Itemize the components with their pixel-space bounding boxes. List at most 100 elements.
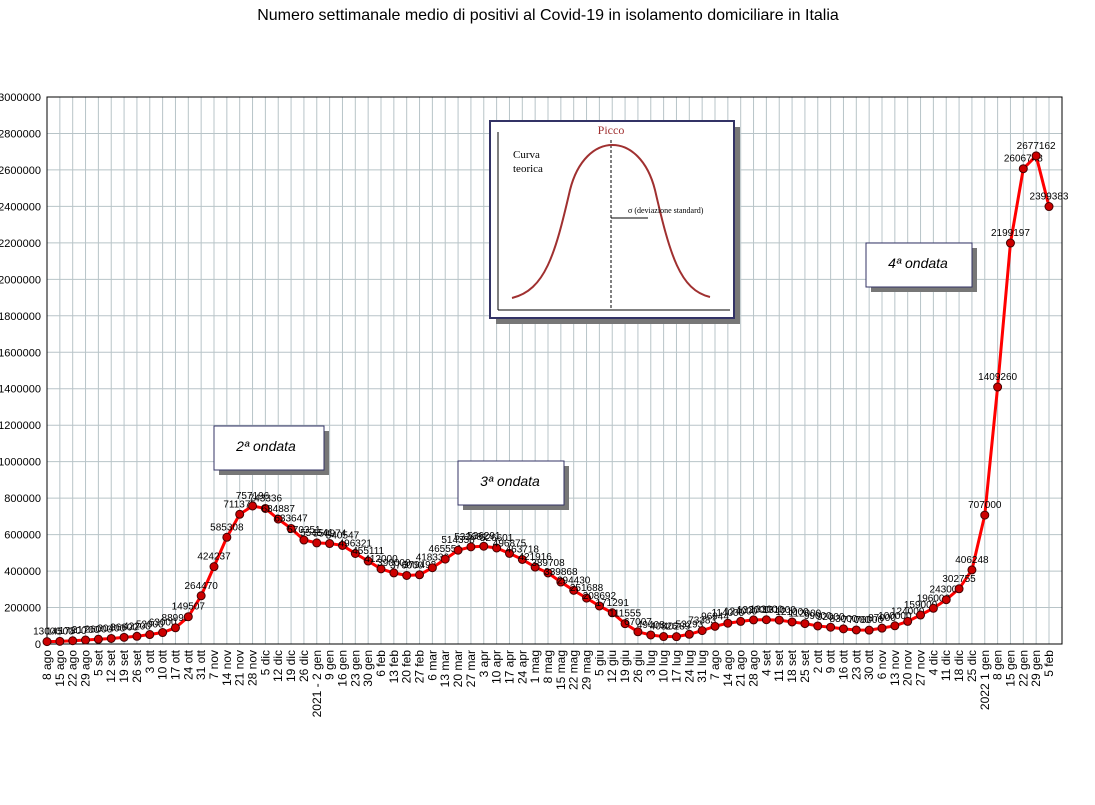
x-tick-label: 16 ott xyxy=(836,649,850,680)
annotation-text: 4ª ondata xyxy=(888,255,948,271)
data-label: 83000 xyxy=(830,614,858,625)
data-label: 554541 xyxy=(300,528,334,539)
marker xyxy=(890,621,900,631)
x-tick-label: 23 gen xyxy=(348,650,362,687)
data-label: 532681 xyxy=(454,532,488,543)
x-tick-label: 18 set xyxy=(785,649,799,682)
x-tick-label: 21 nov xyxy=(233,650,247,686)
x-tick-label: 8 mag xyxy=(541,650,555,683)
x-tick-label: 23 ott xyxy=(849,649,863,680)
data-label: 570351 xyxy=(287,525,321,536)
x-tick-label: 12 set xyxy=(104,649,118,682)
y-tick-label: 2800000 xyxy=(0,128,41,140)
x-tick-label: 8 ago xyxy=(40,650,54,680)
marker xyxy=(916,610,926,620)
marker xyxy=(299,535,309,545)
data-label: 171291 xyxy=(596,598,630,609)
data-label: 421916 xyxy=(518,552,552,563)
x-tick-label: 22 mag xyxy=(567,650,581,690)
data-label: 389708 xyxy=(531,558,565,569)
marker xyxy=(607,608,617,618)
data-label: 88995 xyxy=(162,613,190,624)
marker xyxy=(325,539,335,549)
marker xyxy=(209,562,219,572)
marker xyxy=(1018,164,1028,174)
data-label: 2199197 xyxy=(991,228,1030,239)
x-tick-label: 12 dic xyxy=(271,650,285,682)
x-tick-label: 11 set xyxy=(772,649,786,681)
inset-box xyxy=(489,120,735,319)
x-tick-label: 29 ago xyxy=(79,650,93,687)
data-label: 339868 xyxy=(544,567,578,578)
data-label: 132000 xyxy=(737,605,771,616)
x-tick-label: 10 ott xyxy=(156,649,170,680)
data-label: 111555 xyxy=(609,609,641,620)
marker xyxy=(684,629,694,639)
data-label: 92000 xyxy=(817,612,845,623)
x-tick-label: 13 feb xyxy=(387,650,401,684)
x-tick-label: 15 ago xyxy=(53,650,67,687)
data-label: 30400 xyxy=(97,623,125,634)
data-label: 418336 xyxy=(416,553,450,564)
marker xyxy=(569,585,579,595)
data-label: 585308 xyxy=(210,522,244,533)
marker xyxy=(260,503,270,513)
data-label: 1409260 xyxy=(978,372,1017,383)
y-tick-label: 2600000 xyxy=(0,165,41,177)
data-label: 455111 xyxy=(352,546,384,557)
data-label: 2606748 xyxy=(1004,154,1043,165)
data-label: 77000 xyxy=(842,615,870,626)
data-label: 96944 xyxy=(701,611,729,622)
y-tick-label: 2200000 xyxy=(0,238,41,250)
marker xyxy=(517,554,527,564)
x-tick-label: 27 nov xyxy=(914,650,928,686)
data-label: 2677162 xyxy=(1017,141,1056,152)
data-label: 131000 xyxy=(763,605,797,616)
x-tick-label: 9 gen xyxy=(323,650,337,680)
x-tick-label: 20 feb xyxy=(400,650,414,684)
series: 1300014500178002170026000304003660042200… xyxy=(33,141,1069,647)
x-tick-label: 7 nov xyxy=(207,650,221,679)
marker xyxy=(273,514,283,524)
data-label: 302755 xyxy=(942,574,976,585)
data-label: 707000 xyxy=(968,500,1002,511)
marker xyxy=(851,625,861,635)
marker xyxy=(106,633,116,643)
marker xyxy=(800,619,810,629)
data-label: 49408 xyxy=(637,620,665,631)
x-tick-label: 8 gen xyxy=(991,650,1005,680)
y-tick-label: 400000 xyxy=(4,566,41,578)
marker xyxy=(286,523,296,533)
x-tick-label: 3 lug xyxy=(644,650,658,676)
data-label: 390000 xyxy=(377,558,411,569)
marker xyxy=(158,628,168,638)
data-label: 463718 xyxy=(506,544,540,555)
x-tick-label: 13 mar xyxy=(438,650,452,687)
data-label: 412000 xyxy=(364,554,398,565)
data-label: 196000 xyxy=(917,593,951,604)
y-tick-label: 600000 xyxy=(4,530,41,542)
x-tick-label: 22 ago xyxy=(66,650,80,687)
x-tick-label: 2022 1 gen xyxy=(978,650,992,710)
x-tick-label: 20 nov xyxy=(901,650,915,686)
y-tick-label: 1400000 xyxy=(0,384,41,396)
data-label: 40826 xyxy=(650,622,678,633)
x-tick-label: 21 ago xyxy=(734,650,748,687)
data-label: 73383 xyxy=(688,616,716,627)
marker xyxy=(659,632,669,642)
inset: Picco Curva teorica σ (deviazione standa… xyxy=(489,120,740,324)
marker xyxy=(170,623,180,633)
chart-title: Numero settimanale medio di positivi al … xyxy=(257,7,839,24)
x-tick-label: 5 giu xyxy=(592,650,606,676)
marker xyxy=(671,632,681,642)
data-label: 100000 xyxy=(878,611,912,622)
marker xyxy=(1044,202,1054,212)
marker xyxy=(530,562,540,572)
x-tick-label: 2021 - 2 gen xyxy=(310,650,324,717)
data-label: 26000 xyxy=(84,624,112,635)
x-tick-label: 9 ott xyxy=(824,649,838,673)
x-tick-label: 3 ott xyxy=(143,649,157,673)
data-label: 406248 xyxy=(955,555,989,566)
x-tick-label: 29 gen xyxy=(1029,650,1043,687)
data-label: 757196 xyxy=(236,491,270,502)
